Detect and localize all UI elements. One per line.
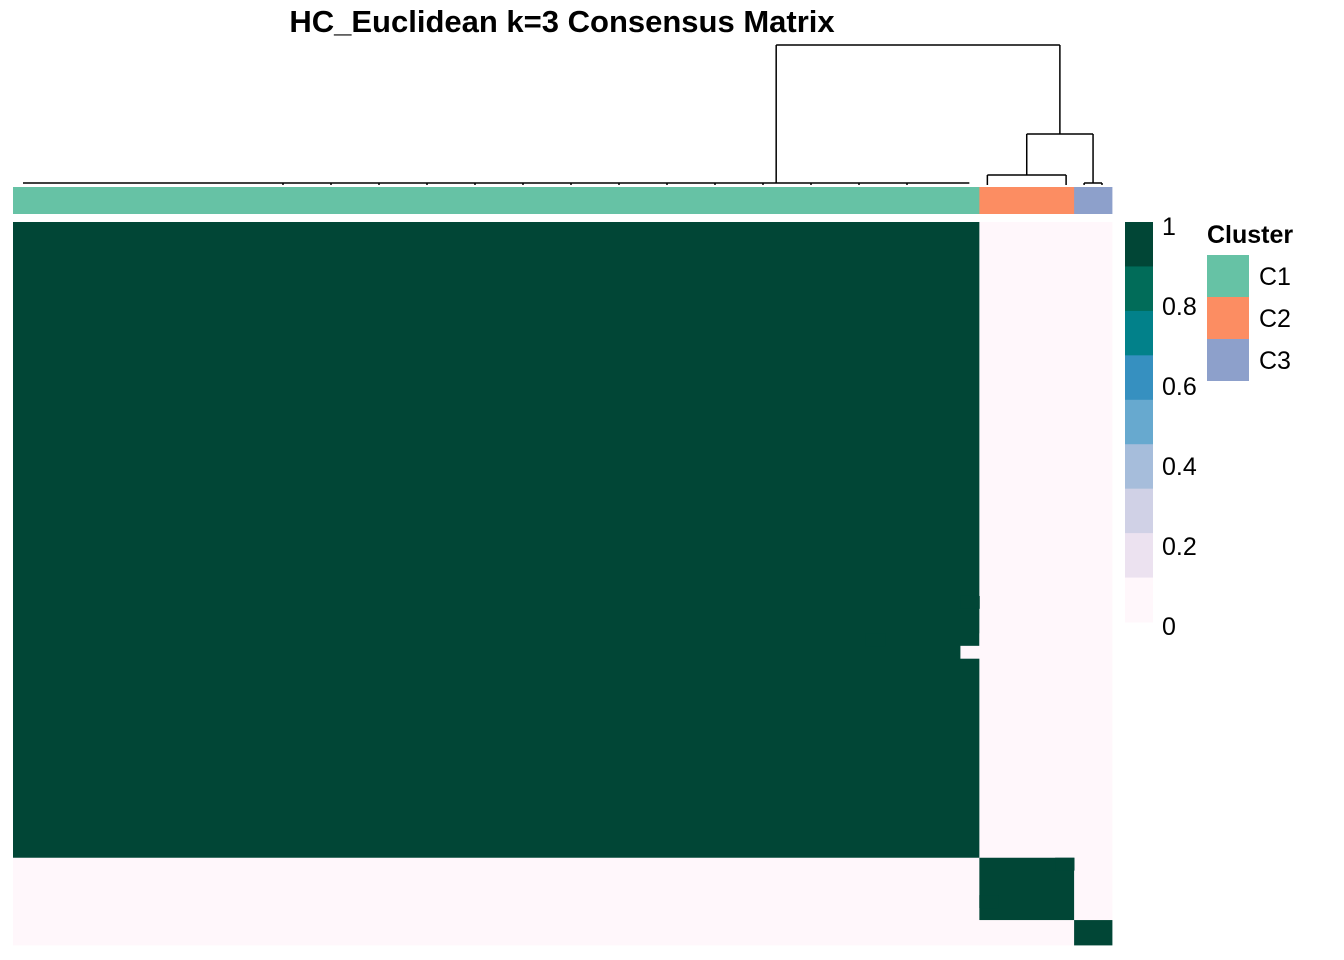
colorbar-segment-0 bbox=[1125, 222, 1153, 267]
colorbar-tick-label: 0.8 bbox=[1162, 293, 1197, 321]
legend-label-C3: C3 bbox=[1259, 347, 1291, 375]
heatmap-block-C2-C3 bbox=[1074, 857, 1113, 921]
colorbar-tick-label: 0.4 bbox=[1162, 453, 1197, 481]
heatmap-block-C3-C1 bbox=[13, 920, 980, 946]
heatmap-matrix bbox=[13, 222, 1113, 946]
cluster-legend: Cluster C1 C2 C3 bbox=[1207, 221, 1293, 381]
heatmap-block-C3-C3 bbox=[1074, 920, 1113, 946]
colorbar-tick-label: 0.6 bbox=[1162, 373, 1197, 401]
heatmap-block-C1-C1 bbox=[13, 222, 980, 859]
colorbar-tick-label: 1 bbox=[1162, 213, 1176, 241]
legend-label-C2: C2 bbox=[1259, 305, 1291, 333]
heatmap-cell-0 bbox=[960, 595, 980, 609]
heatmap-block-C3-C2 bbox=[979, 920, 1075, 946]
colorbar-segment-6 bbox=[1125, 488, 1153, 534]
colorbar-segment-1 bbox=[1125, 266, 1153, 312]
heatmap-cell-5 bbox=[979, 895, 999, 909]
heatmap-cell-4 bbox=[1055, 857, 1075, 871]
colorbar-segment-5 bbox=[1125, 444, 1153, 490]
colorbar-tick-label: 0.2 bbox=[1162, 533, 1197, 561]
cluster-legend-title: Cluster bbox=[1207, 221, 1293, 249]
annotation-segment-C1 bbox=[13, 187, 980, 214]
colorbar-segment-8 bbox=[1125, 577, 1153, 623]
legend-swatch-C1 bbox=[1207, 255, 1249, 297]
heatmap-cell-2 bbox=[960, 645, 980, 659]
chart-title: HC_Euclidean k=3 Consensus Matrix bbox=[289, 4, 835, 39]
heatmap-block-C2-C1 bbox=[13, 857, 980, 921]
legend-swatch-C2 bbox=[1207, 297, 1249, 339]
colorbar-legend: 1 0.8 0.6 0.4 0.2 0 bbox=[1125, 213, 1197, 641]
legend-label-C1: C1 bbox=[1259, 263, 1291, 291]
legend-swatch-C3 bbox=[1207, 339, 1249, 381]
annotation-segment-C2 bbox=[979, 187, 1075, 214]
heatmap-block-C1-C3 bbox=[1074, 222, 1113, 859]
annotation-segment-C3 bbox=[1074, 187, 1113, 214]
dendrogram bbox=[23, 44, 1103, 185]
cluster-annotation-bar bbox=[13, 187, 1113, 214]
colorbar-tick-label: 0 bbox=[1162, 613, 1176, 641]
heatmap-cell-1 bbox=[865, 633, 886, 647]
heatmap-cell-3 bbox=[979, 633, 999, 647]
colorbar-segment-2 bbox=[1125, 310, 1153, 356]
heatmap-block-C1-C2 bbox=[979, 222, 1075, 859]
colorbar-segment-7 bbox=[1125, 533, 1153, 579]
colorbar-segment-3 bbox=[1125, 355, 1153, 401]
colorbar-segment-4 bbox=[1125, 399, 1153, 445]
